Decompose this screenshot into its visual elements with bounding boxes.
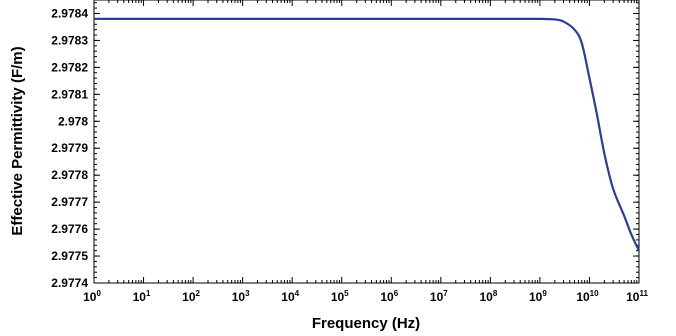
x-tick-label: 101 [133,289,151,304]
series-line [94,17,640,252]
x-tick-label: 102 [182,289,200,304]
y-tick-label: 2.9775 [51,249,88,263]
x-tick-labels: 100 101 102 103 104 105 106 107 108 109 1010 1011 [83,289,648,304]
y-tick-label: 2.9778 [51,168,88,182]
y-tick-label: 2.9782 [51,60,88,74]
y-tick-label: 2.978 [58,114,88,128]
y-tick-label: 2.9783 [51,33,88,47]
x-tick-label: 106 [380,289,398,304]
x-tick-label: 100 [83,289,101,304]
x-tick-label: 108 [479,289,497,304]
x-tick-label: 1011 [626,289,648,304]
y-axis-title: Effective Permittivity (F/m) [9,46,26,235]
x-tick-label: 107 [430,289,448,304]
x-axis-title: Frequency (Hz) [312,315,420,332]
y-tick-label: 2.9781 [51,87,88,101]
x-tick-label: 1010 [576,289,599,304]
x-tick-label: 104 [281,289,299,304]
x-tick-label: 103 [232,289,250,304]
x-tick-label: 105 [331,289,349,304]
plot-area [93,0,640,284]
tick-marks [93,0,640,284]
y-tick-labels: 2.9774 2.9775 2.9776 2.9777 2.9778 2.9779 2.97… [51,6,88,290]
x-tick-label: 109 [529,289,547,304]
y-tick-label: 2.9784 [51,6,88,20]
y-tick-label: 2.9777 [51,195,88,209]
y-tick-label: 2.9779 [51,141,88,155]
y-tick-label: 2.9774 [51,276,88,290]
y-tick-label: 2.9776 [51,222,88,236]
